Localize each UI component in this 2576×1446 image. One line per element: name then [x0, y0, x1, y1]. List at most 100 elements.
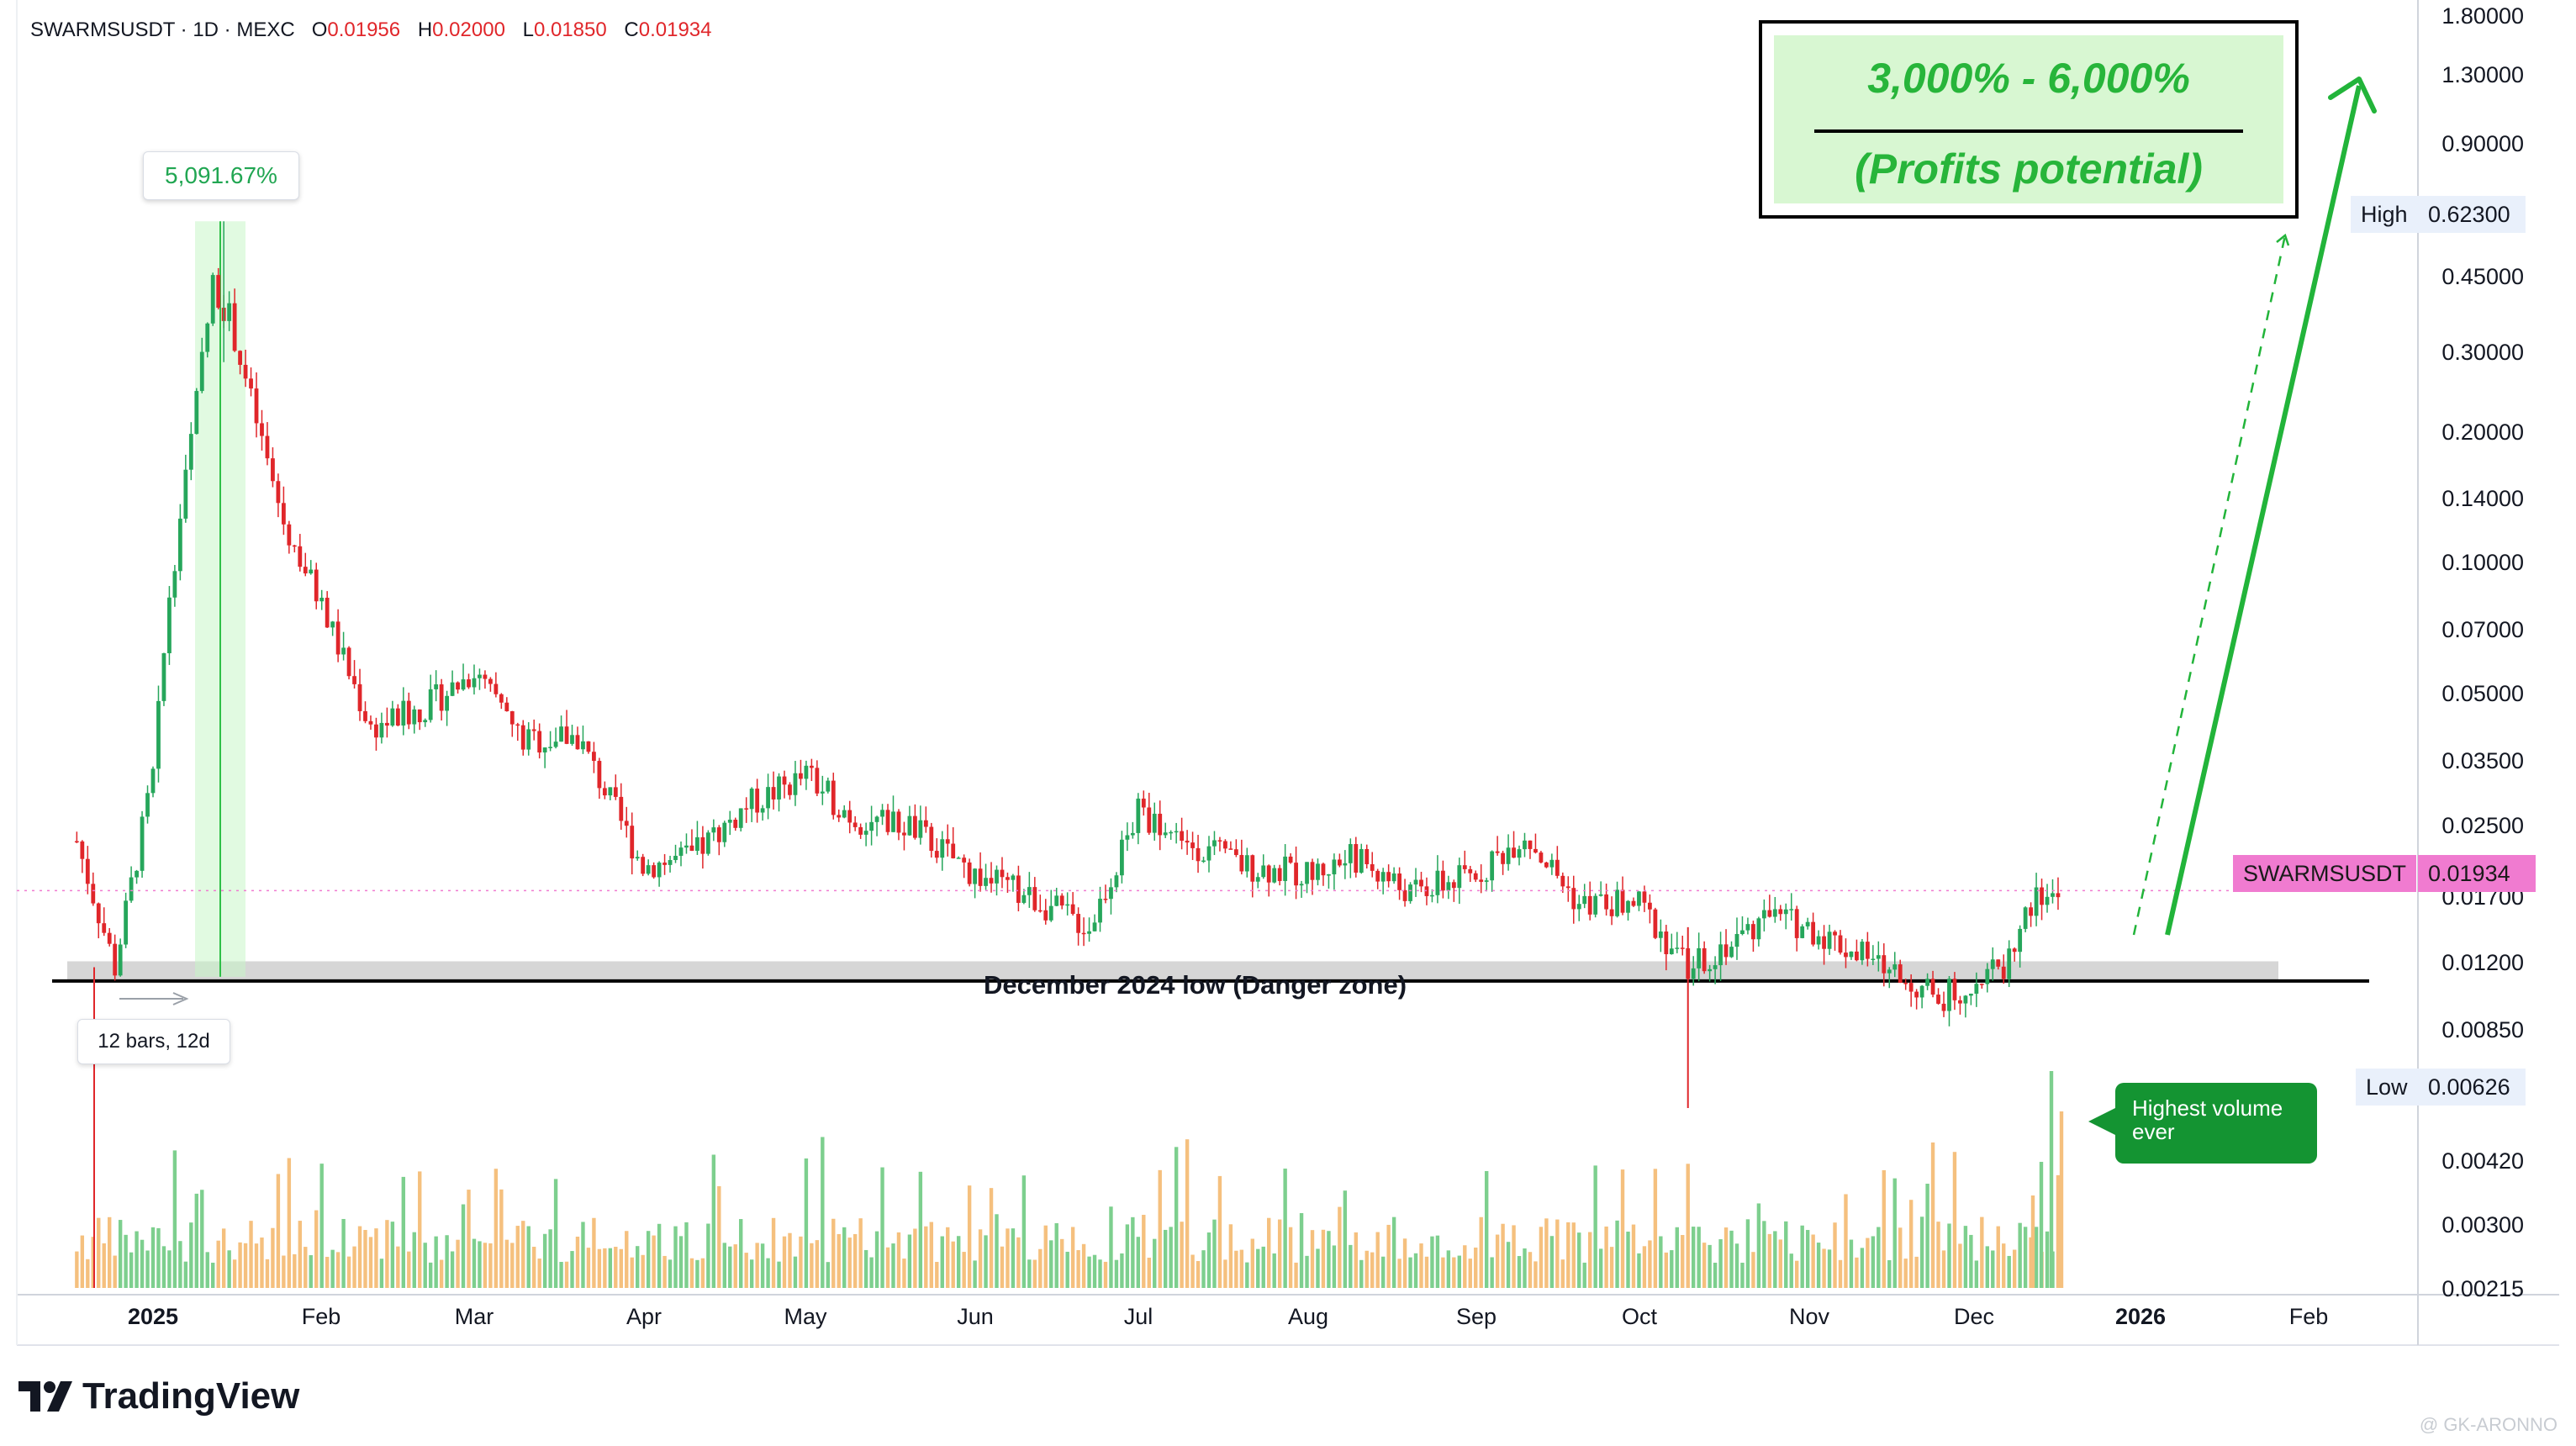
volume-bar [265, 1259, 270, 1288]
volume-bar [935, 1261, 939, 1288]
gain-percent-label[interactable]: 5,091.67% [143, 151, 299, 200]
volume-bar [390, 1222, 395, 1288]
volume-bar [205, 1252, 209, 1288]
volume-bar [1501, 1223, 1505, 1288]
volume-bar [869, 1257, 874, 1288]
candle-body [602, 788, 607, 796]
volume-bar [630, 1257, 634, 1288]
volume-bar [1642, 1246, 1647, 1288]
volume-bar [1380, 1256, 1386, 1288]
candle-body [1440, 870, 1445, 891]
volume-bar [2045, 1231, 2050, 1288]
profit-potential-box[interactable]: 3,000% - 6,000% (Profits potential) [1759, 20, 2299, 219]
volume-bar [652, 1235, 656, 1288]
volume-bar [335, 1252, 340, 1288]
candle-body [1664, 931, 1669, 955]
candle-body [1778, 909, 1783, 915]
volume-bar [1833, 1222, 1837, 1288]
candle-body [1560, 875, 1565, 887]
volume-bar [145, 1250, 150, 1288]
candle-body [842, 810, 847, 818]
volume-bar [1087, 1256, 1091, 1288]
volume-bar [2029, 1237, 2033, 1288]
candle-body [1468, 868, 1473, 873]
candle-body [412, 709, 417, 725]
volume-bar [1697, 1227, 1701, 1288]
candle-body [1789, 909, 1794, 910]
volume-bar [1745, 1219, 1750, 1288]
x-tick-label: Feb [301, 1304, 341, 1329]
candle-body [880, 810, 884, 817]
candle-body [1876, 955, 1881, 959]
candle-body [1043, 910, 1048, 921]
volume-bar [178, 1241, 182, 1288]
volume-bar [1598, 1248, 1603, 1288]
candle-body [520, 725, 525, 750]
volume-bar [1250, 1238, 1254, 1288]
volume-bar [1604, 1226, 1608, 1288]
symbol-legend[interactable]: SWARMSUSDT · 1D · MEXC O0.01956 H0.02000… [30, 18, 724, 42]
volume-bar [1756, 1203, 1761, 1288]
volume-bar [760, 1243, 765, 1288]
volume-bar [1267, 1217, 1271, 1288]
candle-body [1990, 959, 1995, 969]
volume-bar [1441, 1257, 1445, 1288]
volume-callout[interactable]: Highest volume ever [2088, 1083, 2317, 1164]
volume-bar [1006, 1228, 1010, 1288]
volume-bar [504, 1239, 509, 1288]
volume-bar [973, 1260, 977, 1288]
candle-body [722, 822, 727, 842]
volume-bar [1000, 1246, 1005, 1288]
volume-bar [461, 1204, 466, 1288]
volume-bar [1021, 1175, 1027, 1288]
candle-body [1212, 840, 1217, 847]
volume-bar [1338, 1206, 1342, 1288]
bars-range-label[interactable]: 12 bars, 12d [77, 1019, 230, 1064]
volume-bar [118, 1220, 123, 1288]
volume-bar [1566, 1222, 1570, 1288]
candle-body [341, 647, 346, 655]
volume-bar [1261, 1246, 1265, 1288]
candle-body [74, 841, 79, 843]
danger-zone-label[interactable]: December 2024 low (Danger zone) [984, 970, 1407, 1000]
candle-body [1838, 935, 1843, 953]
high-value: 0.02000 [432, 18, 505, 41]
candle-body [837, 815, 842, 818]
volume-bar [1587, 1232, 1592, 1288]
candle-body [1648, 902, 1652, 910]
volume-bar [978, 1229, 983, 1288]
volume-bar [1615, 1220, 1619, 1288]
candle-body [2045, 896, 2050, 905]
volume-bar [172, 1150, 177, 1288]
y-tick-label: 0.90000 [2441, 131, 2524, 156]
candle-body [1740, 930, 1745, 935]
volume-bar [439, 1259, 444, 1288]
volume-bar [874, 1231, 879, 1288]
candle-body [559, 726, 563, 742]
volume-bar [777, 1261, 781, 1288]
volume-bar [216, 1240, 220, 1288]
volume-bar [243, 1243, 248, 1288]
volume-bar [1708, 1244, 1712, 1288]
volume-bar [499, 1189, 504, 1288]
candle-body [831, 780, 836, 815]
candle-body [1697, 947, 1702, 968]
candle-body [700, 836, 705, 854]
candle-body [869, 821, 874, 831]
volume-bar [254, 1243, 259, 1288]
volume-bar [363, 1230, 367, 1288]
volume-bar [614, 1247, 618, 1288]
volume-bar [771, 1217, 776, 1288]
candle-body [1321, 863, 1326, 876]
candle-body [183, 469, 188, 519]
volume-bar [1349, 1244, 1353, 1288]
candle-body [641, 857, 646, 874]
volume-bar [815, 1240, 820, 1288]
candle-body [771, 787, 776, 800]
candle-body [150, 768, 156, 794]
tradingview-brand[interactable]: TradingView [18, 1375, 299, 1417]
volume-bar [951, 1241, 955, 1288]
volume-bar [885, 1247, 890, 1288]
candle-body [140, 816, 145, 871]
